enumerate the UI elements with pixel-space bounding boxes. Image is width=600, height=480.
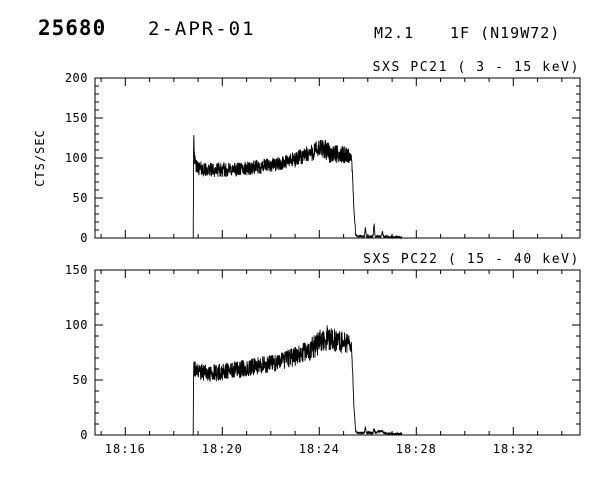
goes-class: M2.1 bbox=[374, 24, 415, 42]
series-line bbox=[192, 134, 403, 240]
x-tick-label: 18:28 bbox=[396, 442, 437, 456]
y-tick-label: 0 bbox=[80, 231, 88, 245]
y-tick-label: 100 bbox=[65, 318, 88, 332]
x-tick-label: 18:24 bbox=[299, 442, 340, 456]
y-tick-label: 150 bbox=[65, 111, 88, 125]
y-axis-label: CTS/SEC bbox=[33, 129, 47, 187]
x-tick-label: 18:16 bbox=[105, 442, 146, 456]
plot-box bbox=[94, 269, 581, 436]
event-number: 25680 bbox=[38, 16, 107, 40]
y-tick-label: 150 bbox=[65, 263, 88, 277]
panel-title: SXS PC21 ( 3 - 15 keV) bbox=[373, 60, 580, 75]
y-tick-label: 50 bbox=[73, 191, 88, 205]
y-tick-label: 50 bbox=[73, 373, 88, 387]
x-tick-label: 18:20 bbox=[202, 442, 243, 456]
event-date: 2-APR-01 bbox=[148, 18, 256, 40]
x-tick-label: 18:32 bbox=[493, 442, 534, 456]
y-tick-label: 100 bbox=[65, 151, 88, 165]
plot-box bbox=[94, 77, 581, 239]
flare-importance-location: 1F (N19W72) bbox=[450, 24, 561, 42]
panel-title: SXS PC22 ( 15 - 40 keV) bbox=[363, 252, 580, 267]
y-tick-label: 0 bbox=[80, 428, 88, 442]
series-line bbox=[192, 325, 403, 437]
y-tick-label: 200 bbox=[65, 71, 88, 85]
